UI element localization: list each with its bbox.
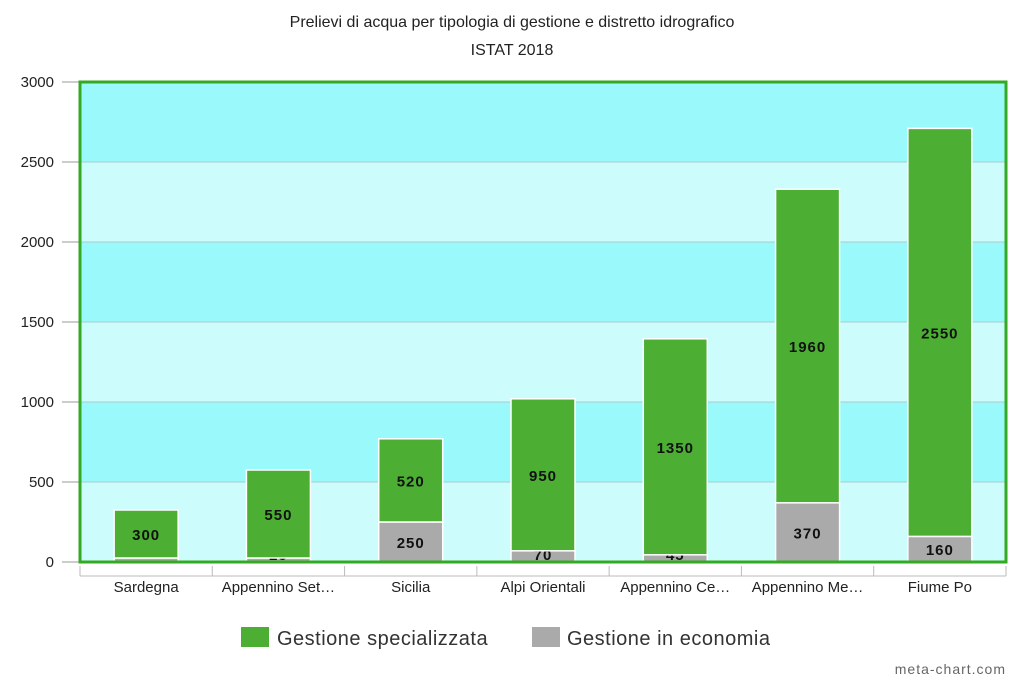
plot-border [78, 80, 1008, 564]
bar-segment [774, 188, 841, 504]
data-label: 1350 [657, 440, 694, 457]
x-tick-label: Appennino Me… [752, 579, 864, 596]
y-tick-label: 2500 [21, 154, 54, 171]
bar-segment [377, 521, 444, 563]
bar-segment [113, 509, 179, 559]
data-label: 250 [397, 535, 425, 552]
bars: 300255502505207095045135037019601602550 [113, 127, 973, 564]
x-tick-label: Sicilia [391, 579, 431, 596]
y-axis: 0 500 1000 1500 2000 2500 3000 [21, 74, 80, 571]
legend-label-economia[interactable]: Gestione in economia [567, 628, 771, 650]
bar-segment [642, 338, 709, 556]
x-tick-label: Appennino Set… [222, 579, 335, 596]
plot-band [80, 162, 1006, 242]
plot-band [80, 242, 1006, 322]
legend-swatch-economia[interactable] [532, 627, 560, 647]
legend-label-specializzata[interactable]: Gestione specializzata [277, 628, 488, 650]
x-tick-label: Sardegna [114, 579, 180, 596]
plot-band [80, 82, 1006, 162]
y-tick-label: 2000 [21, 234, 54, 251]
data-label: 520 [397, 473, 425, 490]
y-tick-label: 0 [46, 554, 54, 571]
y-tick-label: 500 [29, 474, 54, 491]
bar-segment [907, 127, 973, 538]
bar-segment [510, 398, 576, 552]
data-label: 1960 [789, 339, 826, 356]
plot-band [80, 322, 1006, 402]
x-axis: Sardegna Appennino Set… Sicilia Alpi Orient… [79, 566, 1007, 596]
data-label: 160 [926, 542, 954, 559]
data-label: 950 [529, 468, 557, 485]
y-tick-label: 1500 [21, 314, 54, 331]
x-tick-label: Appennino Ce… [620, 579, 730, 596]
data-label: 370 [794, 525, 822, 542]
y-tick-label: 3000 [21, 74, 54, 91]
chart-title: Prelievi di acqua per tipologia di gesti… [290, 14, 735, 31]
x-tick-label: Alpi Orientali [500, 579, 585, 596]
bar-segment [245, 469, 312, 559]
x-tick-label: Fiume Po [908, 579, 972, 596]
data-label: 550 [264, 507, 292, 524]
y-tick-label: 1000 [21, 394, 54, 411]
data-label: 300 [132, 527, 160, 544]
legend-swatch-specializzata[interactable] [241, 627, 269, 647]
chart-subtitle: ISTAT 2018 [471, 42, 554, 59]
data-label: 2550 [921, 325, 958, 342]
meta-chart-credit[interactable]: meta-chart.com [895, 661, 1006, 677]
plot-background [80, 81, 1006, 563]
bar-segment [377, 438, 444, 523]
legend: Gestione specializzata Gestione in econo… [241, 627, 771, 650]
